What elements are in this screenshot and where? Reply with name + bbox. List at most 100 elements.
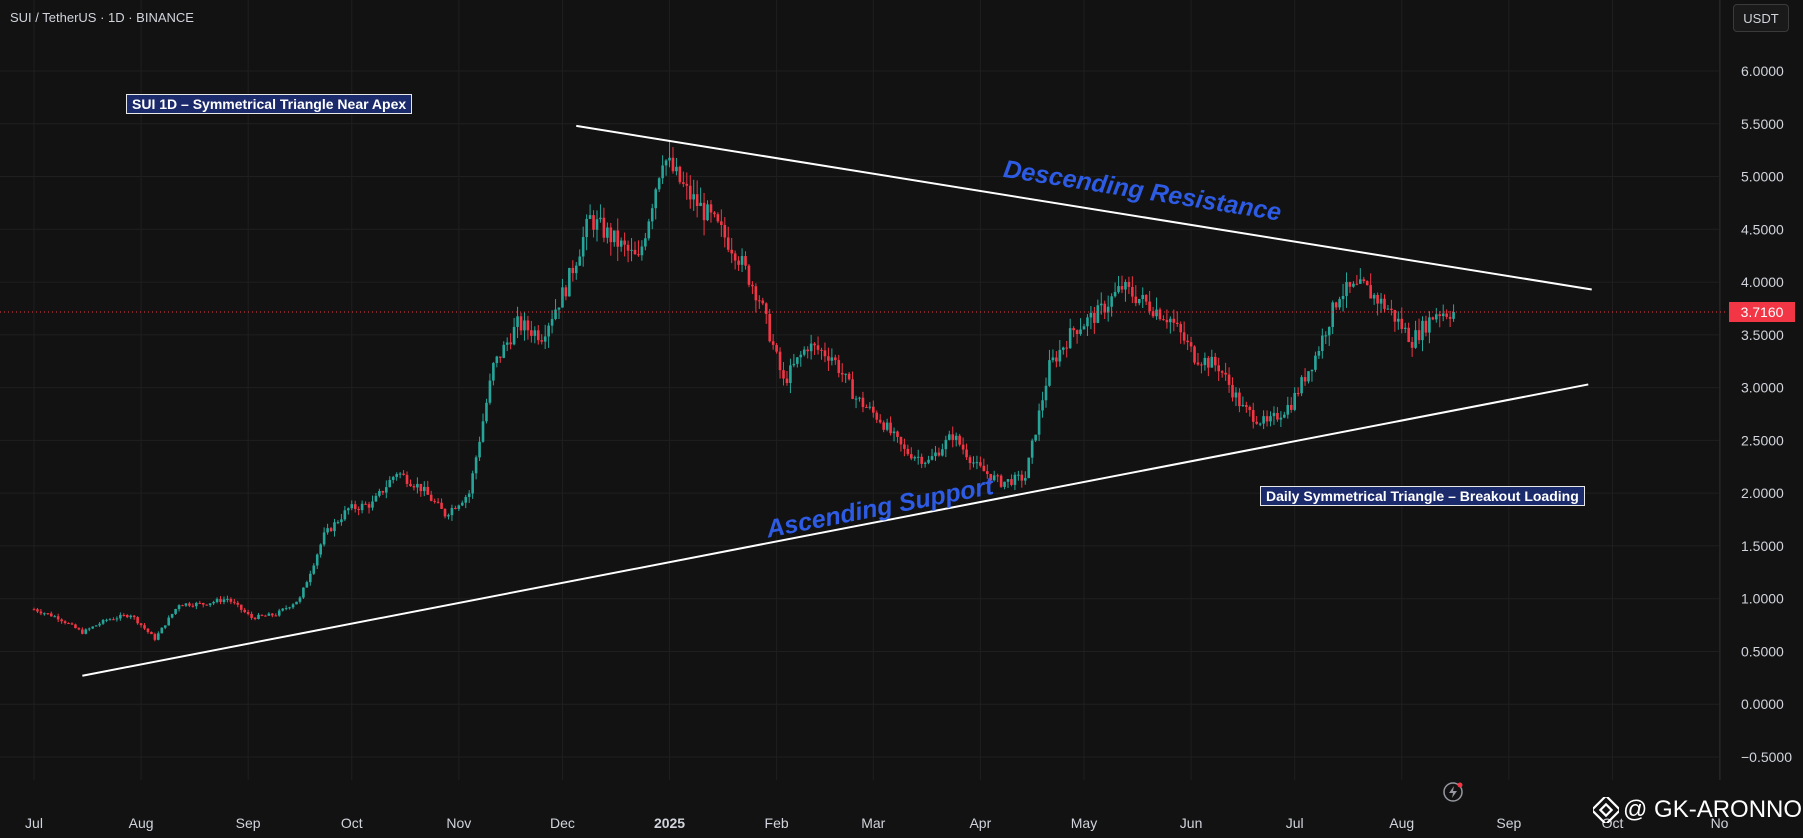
candle-body: [440, 502, 443, 509]
candle-body: [616, 230, 620, 247]
candle-body: [350, 504, 354, 509]
candle-body: [1037, 410, 1041, 435]
candle-body: [1096, 305, 1100, 323]
title-note[interactable]: SUI 1D – Symmetrical Triangle Near Apex: [126, 94, 413, 114]
candle-body: [809, 343, 813, 352]
trendline: [576, 124, 1592, 291]
candle-body: [1327, 326, 1331, 336]
candle-body: [1186, 340, 1189, 343]
candle-body: [1258, 423, 1262, 425]
candle-body: [1355, 283, 1359, 285]
candle-body: [1303, 377, 1307, 382]
candle-body: [1238, 392, 1241, 407]
candle-body: [132, 615, 136, 618]
candle-body: [77, 628, 81, 630]
x-tick-label: Aug: [129, 815, 154, 831]
candle-body: [982, 465, 986, 472]
candle-body: [1113, 291, 1117, 297]
candle-body: [1020, 474, 1024, 481]
candle-body: [1369, 285, 1372, 299]
candle-body: [474, 457, 478, 474]
candle-body: [650, 208, 654, 222]
candle-body: [1445, 313, 1448, 317]
candle-body: [1283, 414, 1286, 418]
candle-body: [347, 508, 350, 511]
candle-body: [1359, 279, 1362, 284]
candle-body: [1410, 341, 1414, 348]
candle-body: [464, 496, 468, 503]
candle-body: [160, 627, 164, 634]
bottom-note[interactable]: Daily Symmetrical Triangle – Breakout Lo…: [1260, 486, 1585, 506]
candle-body: [851, 379, 854, 399]
candle-body: [1383, 298, 1386, 309]
candle-body: [181, 605, 184, 607]
candle-body: [1431, 317, 1435, 320]
candle-body: [129, 615, 133, 618]
candle-body: [457, 505, 461, 509]
candle-body: [595, 219, 599, 230]
candle-body: [885, 422, 889, 430]
candle-body: [844, 373, 847, 375]
candle-body: [1017, 474, 1020, 476]
candle-body: [827, 356, 830, 361]
candle-body: [1099, 303, 1103, 306]
candle-body: [1027, 457, 1031, 479]
candle-body: [1376, 294, 1379, 304]
candle-body: [861, 397, 865, 408]
x-tick-label: Sep: [1496, 815, 1521, 831]
symbol-title[interactable]: SUI / TetherUS · 1D · BINANCE: [10, 10, 194, 25]
candle-body: [391, 476, 395, 480]
candle-body: [951, 434, 955, 440]
candle-body: [699, 202, 702, 207]
candle-body: [1317, 350, 1321, 356]
candle-body: [913, 457, 917, 459]
candle-body: [81, 629, 84, 634]
candle-body: [257, 614, 260, 619]
candle-body: [1334, 302, 1338, 308]
candle-body: [419, 483, 423, 492]
candle-body: [395, 474, 398, 477]
candle-body: [985, 471, 989, 474]
x-tick-label: Mar: [861, 815, 885, 831]
candle-body: [157, 633, 160, 640]
candle-body: [920, 456, 923, 464]
x-tick-label: Oct: [341, 815, 363, 831]
candle-body: [1162, 319, 1165, 321]
candle-body: [1421, 320, 1424, 341]
candle-body: [1397, 318, 1400, 322]
candle-body: [492, 363, 495, 381]
candle-body: [125, 615, 129, 618]
candle-body: [454, 507, 457, 509]
candle-body: [626, 244, 630, 251]
candle-body: [533, 330, 537, 336]
candle-body: [101, 619, 105, 624]
candle-body: [1407, 327, 1410, 342]
candle-body: [1110, 296, 1113, 307]
lightning-icon[interactable]: [1442, 781, 1464, 803]
candle-body: [581, 237, 585, 257]
currency-button[interactable]: USDT: [1733, 4, 1789, 32]
candle-body: [1345, 282, 1348, 296]
candles: [32, 141, 1455, 642]
candle-body: [872, 406, 875, 413]
candle-body: [422, 486, 426, 492]
candle-body: [250, 613, 253, 618]
candle-body: [1200, 364, 1203, 366]
candle-body: [1127, 282, 1131, 287]
candle-body: [695, 194, 699, 207]
candle-body: [716, 214, 720, 222]
candle-body: [1203, 357, 1207, 366]
candle-body: [599, 217, 602, 220]
candle-body: [1169, 318, 1172, 323]
candle-body: [1207, 357, 1210, 368]
candle-body: [1286, 404, 1290, 415]
candle-body: [806, 349, 809, 352]
candle-body: [723, 224, 727, 238]
candle-body: [996, 475, 999, 477]
candle-body: [91, 626, 95, 629]
candle-body: [1117, 286, 1120, 292]
candle-body: [941, 449, 944, 456]
